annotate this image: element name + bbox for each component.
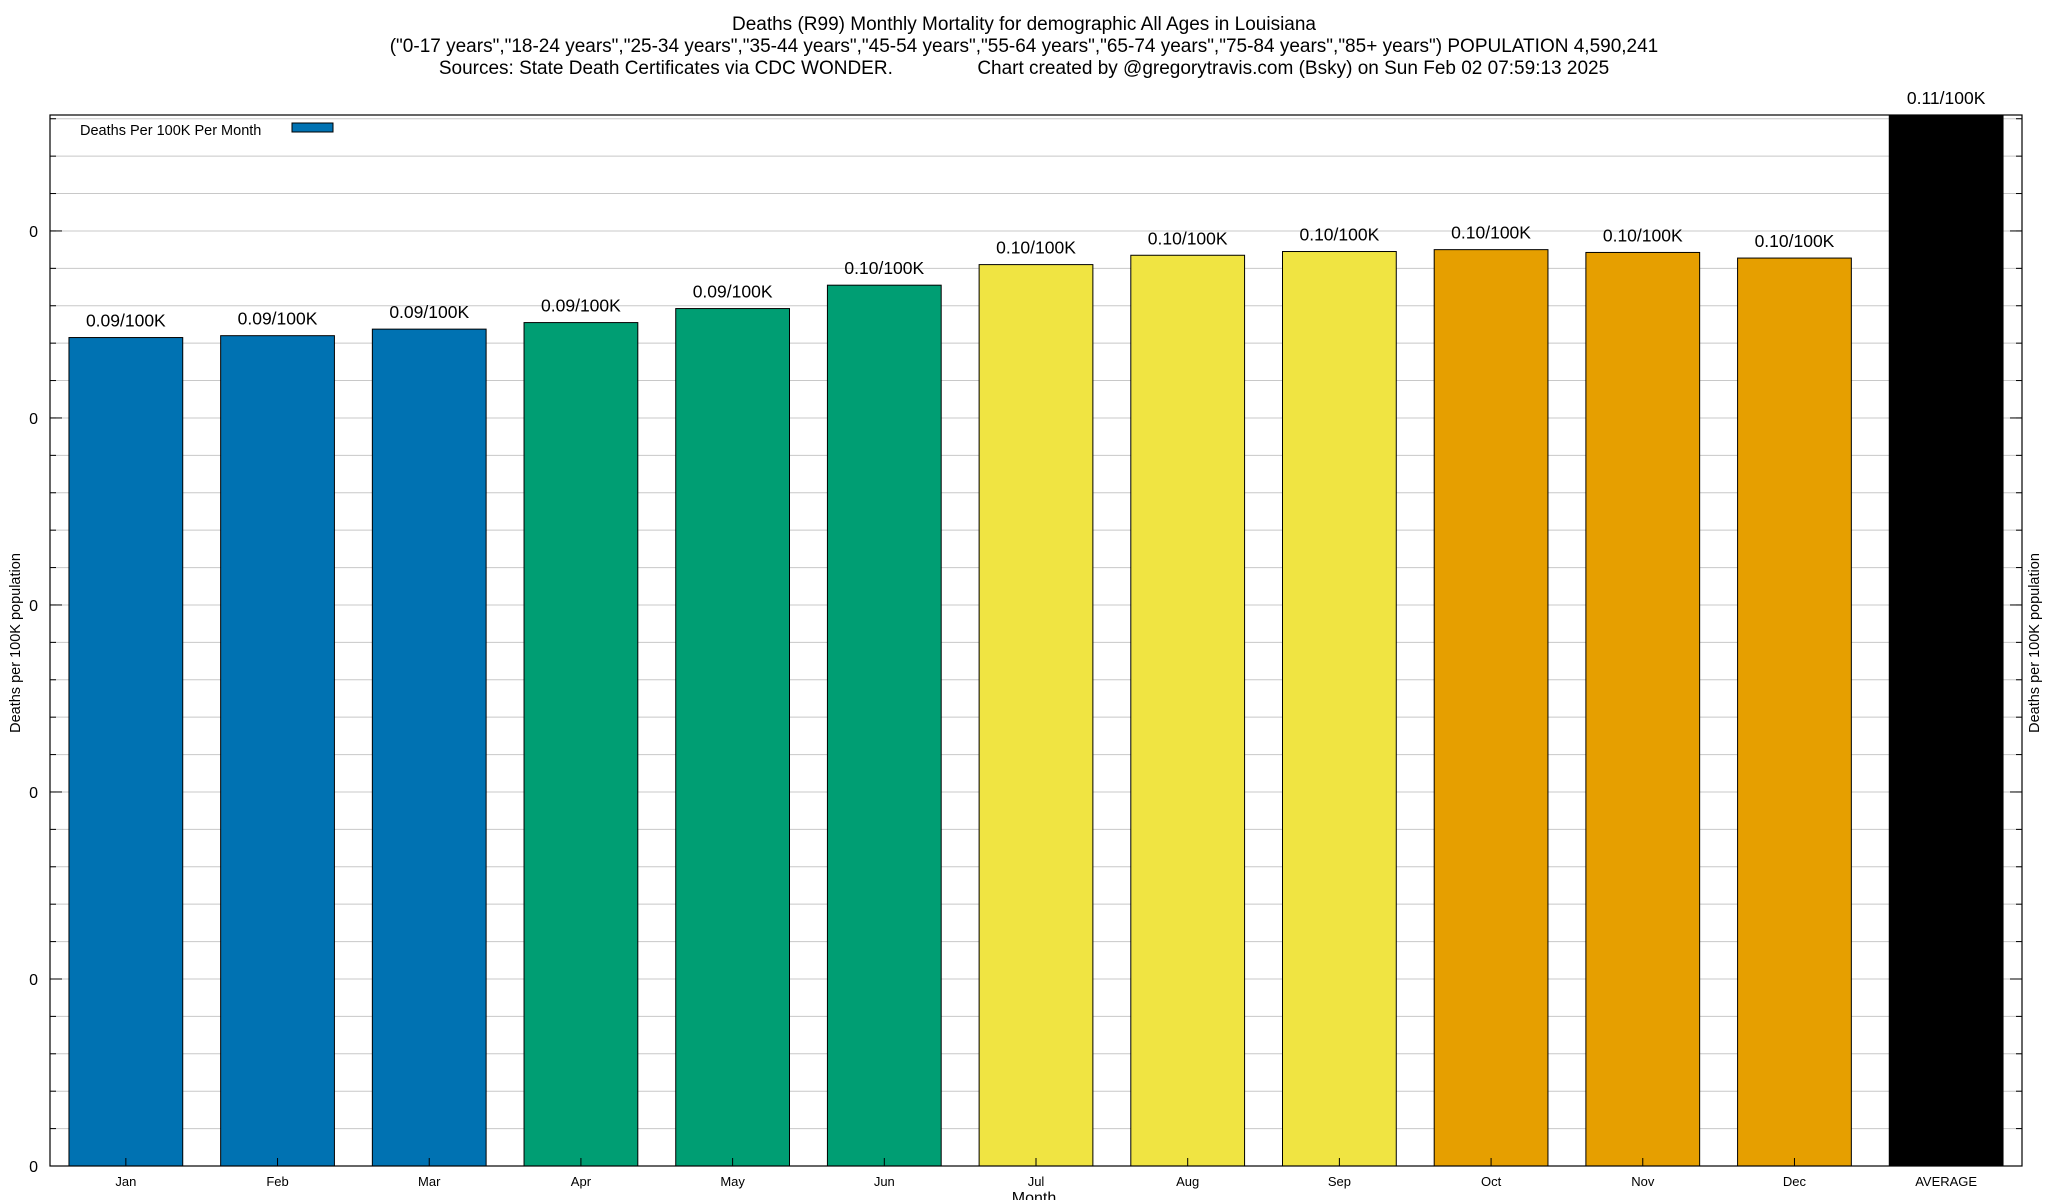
legend: Deaths Per 100K Per Month bbox=[80, 122, 334, 139]
bar-mar bbox=[371, 328, 487, 1167]
y-tick-label: 0 bbox=[29, 224, 38, 241]
y-axis-label: Deaths per 100K population bbox=[8, 553, 24, 733]
chart-title: Deaths (R99) Monthly Mortality for demog… bbox=[731, 14, 1316, 35]
data-label: 0.10/100K bbox=[1451, 223, 1531, 243]
y-tick-label: 0 bbox=[29, 411, 38, 428]
data-label: 0.10/100K bbox=[1603, 225, 1683, 245]
bar-sep bbox=[1282, 251, 1397, 1167]
x-tick-label: Jan bbox=[115, 1174, 136, 1189]
x-tick-label: Dec bbox=[1783, 1174, 1807, 1189]
x-tick-label: Aug bbox=[1176, 1174, 1199, 1189]
data-label: 0.10/100K bbox=[996, 238, 1076, 258]
chart-header: Deaths (R99) Monthly Mortality for demog… bbox=[0, 14, 2048, 80]
y2-axis-label: Deaths per 100K population bbox=[2027, 553, 2043, 733]
y-tick-label: 0 bbox=[29, 785, 38, 802]
bar-dec bbox=[1737, 257, 1852, 1167]
x-tick-label: Nov bbox=[1631, 1174, 1655, 1189]
bar-apr bbox=[523, 322, 639, 1167]
data-label: 0.10/100K bbox=[1299, 225, 1379, 245]
bar-aug bbox=[1130, 254, 1246, 1167]
bar-oct bbox=[1433, 249, 1549, 1167]
bar-jun bbox=[826, 284, 942, 1167]
data-label: 0.10/100K bbox=[1755, 231, 1835, 251]
bar-average bbox=[1888, 114, 2004, 1167]
axis-ticks: 0 0 0 0 0 0 Jan Feb Mar Apr May Jun Jul Aug Sep Oct Nov D… bbox=[29, 118, 2022, 1189]
bar-may bbox=[675, 308, 791, 1167]
data-label: 0.11/100K bbox=[1907, 88, 1986, 108]
x-tick-label: Oct bbox=[1481, 1174, 1502, 1189]
data-label: 0.09/100K bbox=[238, 309, 318, 329]
y-tick-label: 0 bbox=[29, 972, 38, 989]
data-label: 0.09/100K bbox=[541, 296, 621, 316]
bar-jan bbox=[68, 337, 184, 1167]
y-tick-label: 0 bbox=[29, 1159, 38, 1176]
data-label: 0.09/100K bbox=[86, 311, 166, 331]
x-tick-label: Feb bbox=[266, 1174, 288, 1189]
data-label: 0.10/100K bbox=[844, 258, 924, 278]
bar-feb bbox=[220, 335, 335, 1167]
x-tick-label: Sep bbox=[1328, 1174, 1351, 1189]
chart-subtitle-sources: Sources: State Death Certificates via CD… bbox=[438, 58, 1610, 79]
y-tick-label: 0 bbox=[29, 598, 38, 615]
x-tick-label: Jun bbox=[874, 1174, 895, 1189]
bar-jul bbox=[978, 264, 1094, 1167]
x-tick-label: Apr bbox=[571, 1174, 592, 1189]
data-labels: 0.09/100K 0.09/100K 0.09/100K 0.09/100K 0.09… bbox=[86, 88, 1986, 331]
x-tick-label: Jul bbox=[1028, 1174, 1045, 1189]
x-tick-label: AVERAGE bbox=[1915, 1174, 1977, 1189]
chart-subtitle-demographics: ("0-17 years","18-24 years","25-34 years… bbox=[389, 36, 1659, 57]
bar-nov bbox=[1585, 251, 1701, 1167]
legend-label: Deaths Per 100K Per Month bbox=[80, 123, 261, 139]
x-tick-label: May bbox=[720, 1174, 745, 1189]
data-label: 0.09/100K bbox=[693, 282, 773, 302]
data-label: 0.09/100K bbox=[389, 302, 469, 322]
x-tick-label: Mar bbox=[418, 1174, 441, 1189]
bars bbox=[68, 114, 2004, 1167]
data-label: 0.10/100K bbox=[1148, 228, 1228, 248]
legend-swatch bbox=[291, 122, 334, 133]
x-axis-label: Month bbox=[1012, 1190, 1056, 1200]
